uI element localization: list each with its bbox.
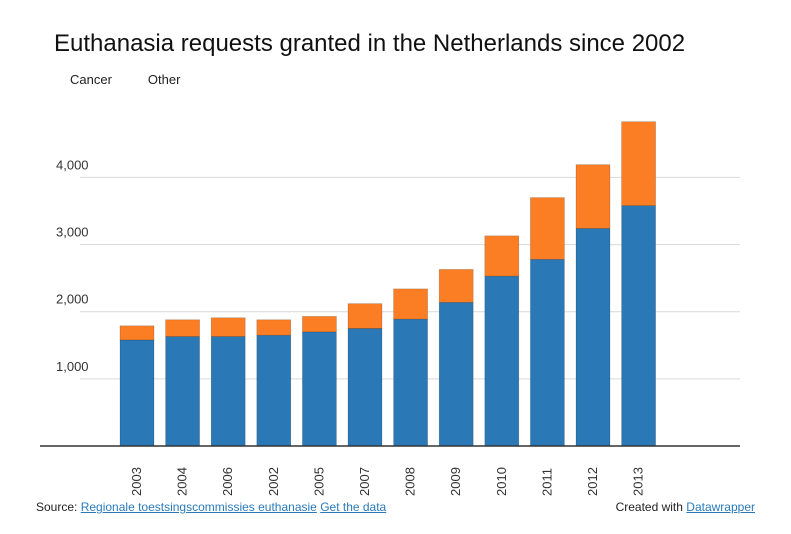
bar-other-2004 [165,319,200,337]
created-prefix: Created with [615,500,683,514]
x-tick-label: 2006 [220,467,235,496]
x-tick-label: 2004 [175,467,190,496]
x-tick-label: 2003 [129,467,144,496]
x-tick-label: 2009 [448,467,463,496]
bar-cancer-2007 [347,328,383,447]
y-tick-label: 4,000 [56,157,89,172]
bar-cancer-2006 [210,336,246,447]
x-tick-label: 2002 [266,467,281,496]
y-tick-label: 2,000 [56,292,89,307]
x-tick-label: 2005 [311,467,326,496]
bar-other-2008 [393,288,428,320]
bar-other-2007 [347,303,383,329]
bar-cancer-2012 [575,228,611,447]
x-tick-label: 2008 [403,467,418,496]
legend-other: Other [147,72,181,87]
bar-other-2006 [210,317,246,337]
bar-other-2011 [530,197,565,260]
get-data-link[interactable]: Get the data [320,500,387,514]
bar-other-2005 [302,316,337,333]
x-tick-label: 2011 [539,468,554,496]
y-tick-label: 3,000 [56,225,89,240]
bar-cancer-2010 [484,275,520,447]
footer-source: Source: Regionale toestsingscommissies e… [36,500,386,514]
bar-other-2012 [575,164,611,229]
legend-cancer: Cancer [70,72,112,87]
bar-cancer-2008 [393,318,428,447]
bar-cancer-2004 [165,336,200,447]
x-tick-label: 2012 [585,467,600,496]
chart-title: Euthanasia requests granted in the Nethe… [54,30,686,57]
bar-other-2002 [256,319,292,336]
bar-cancer-2009 [438,302,474,447]
bar-cancer-2005 [302,331,337,447]
datawrapper-link[interactable]: Datawrapper [686,500,755,514]
bar-cancer-2013 [621,205,656,447]
x-tick-label: 2013 [631,467,646,496]
bar-other-2009 [438,269,474,303]
bar-cancer-2011 [530,259,565,447]
bar-other-2013 [621,121,656,206]
legend: Cancer Other [70,72,180,87]
source-prefix: Source: [36,500,78,514]
x-tick-label: 2007 [357,467,372,496]
bar-other-2010 [484,235,520,277]
bar-cancer-2003 [119,339,155,447]
bar-other-2003 [119,325,155,341]
footer-credit: Created with Datawrapper [616,500,755,514]
y-tick-label: 1,000 [56,359,89,374]
bar-cancer-2002 [256,334,292,447]
x-tick-label: 2010 [494,467,509,496]
source-link[interactable]: Regionale toestsingscommissies euthanasi… [80,500,317,514]
